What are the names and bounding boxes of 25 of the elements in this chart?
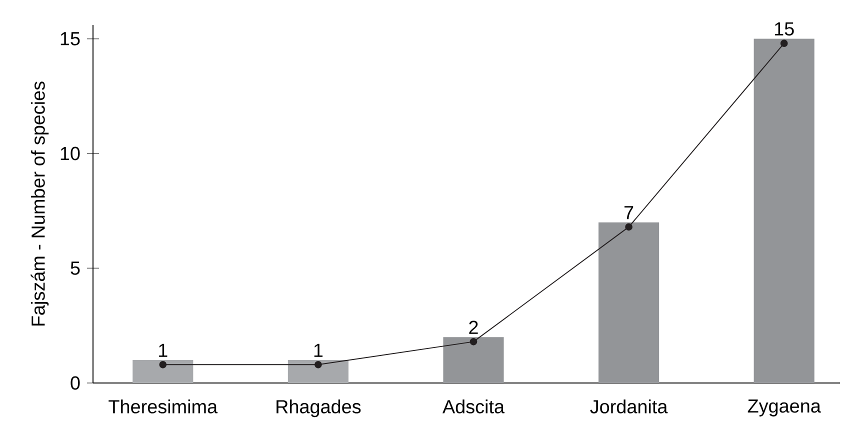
point [780, 39, 788, 47]
bar [288, 360, 348, 383]
bar [443, 336, 504, 383]
bar [754, 38, 814, 383]
point [159, 360, 167, 368]
point [314, 360, 322, 368]
data-label: 1 [159, 344, 168, 357]
bar [132, 360, 194, 383]
y-tick-label: 15 [60, 32, 80, 46]
data-label: 2 [469, 320, 478, 334]
x-tick-label: Adscita [442, 399, 505, 414]
bar [598, 222, 660, 383]
y-tick-label: 5 [70, 261, 80, 275]
x-tick-label: Theresimima [108, 399, 218, 414]
data-label: 15 [775, 22, 794, 36]
x-tick-label: Jordanita [590, 399, 668, 414]
point [625, 223, 632, 230]
y-tick-label: 0 [70, 376, 80, 390]
y-tick-label: 10 [60, 146, 80, 160]
data-label: 1 [314, 344, 323, 357]
x-tick-label: Zygaena [748, 399, 821, 416]
data-label: 7 [624, 206, 634, 219]
point [470, 338, 478, 346]
x-tick-label: Rhagades [276, 399, 361, 417]
y-axis-title: Fajszám - Number of species [30, 81, 49, 326]
